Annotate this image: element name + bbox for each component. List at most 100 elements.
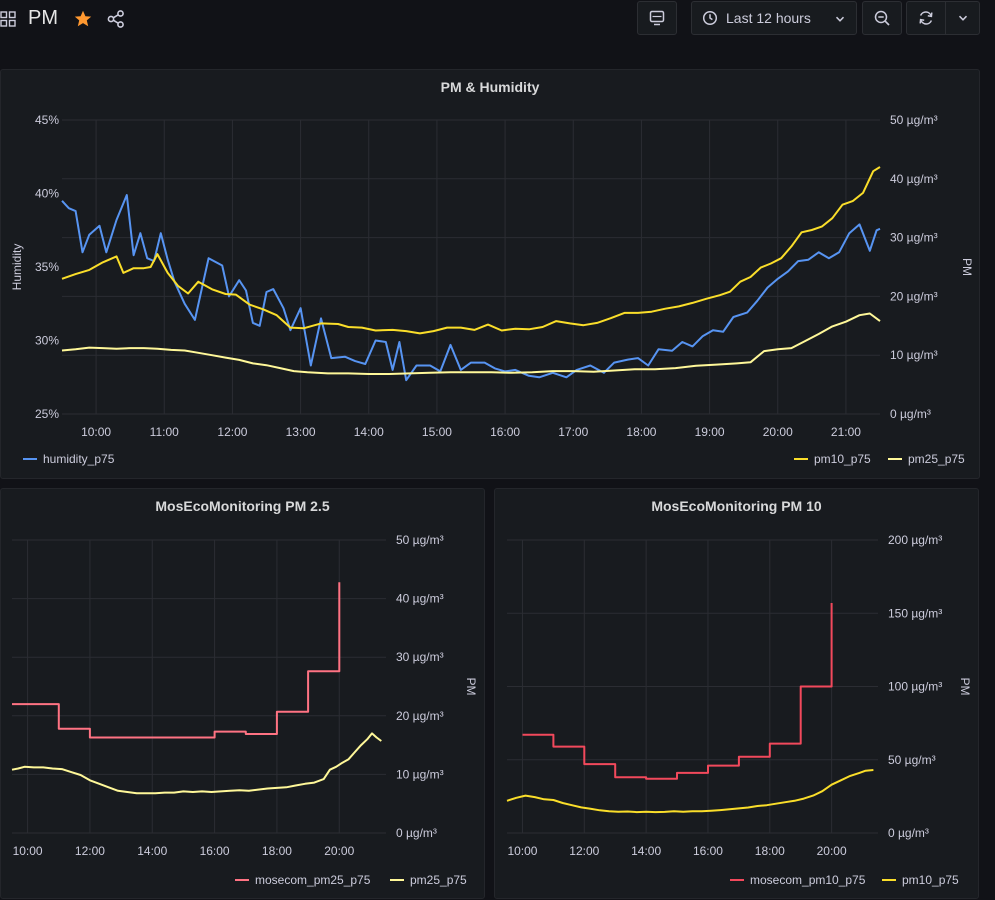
y-right-tick-label: 10 µg/m³ [396, 767, 444, 781]
legend-swatch [730, 879, 744, 881]
x-tick-label: 12:00 [217, 425, 247, 439]
y-right-tick-label: 50 µg/m³ [396, 533, 444, 547]
x-tick-label: 20:00 [763, 425, 793, 439]
x-tick-label: 14:00 [354, 425, 384, 439]
legend-item-mosecom-pm25[interactable]: mosecom_pm25_p75 [235, 873, 370, 887]
y-right-tick-label: 10 µg/m³ [890, 348, 938, 362]
panel-pm-humidity: PM & Humidity 10:00 11:00 12:00 13:00 14:00 1… [0, 69, 980, 479]
y-right-tick-label: 50 µg/m³ [888, 753, 936, 767]
x-tick-label: 16:00 [693, 844, 723, 858]
y-right-tick-label: 50 µg/m³ [890, 113, 938, 127]
y-left-tick-label: 40% [35, 187, 59, 201]
x-tick-label: 19:00 [695, 425, 725, 439]
zoom-out-icon [874, 10, 890, 26]
time-range-picker[interactable]: Last 12 hours [691, 1, 857, 35]
panel-title[interactable]: MosEcoMonitoring PM 2.5 [155, 498, 330, 514]
y-right-tick-label: 200 µg/m³ [888, 533, 942, 547]
y-right-tick-label: 0 µg/m³ [888, 826, 929, 840]
pm10-chart[interactable]: 10:00 12:00 14:00 16:00 18:00 20:00 200 µg/m³ 1… [495, 489, 980, 900]
legend-label: mosecom_pm25_p75 [255, 873, 371, 887]
y-right-tick-label: 0 µg/m³ [890, 407, 931, 421]
legend-swatch [23, 458, 37, 460]
x-tick-label: 11:00 [150, 425, 179, 439]
x-tick-label: 20:00 [817, 844, 847, 858]
legend-swatch [882, 879, 896, 881]
x-tick-label: 14:00 [137, 844, 167, 858]
x-tick-label: 18:00 [755, 844, 785, 858]
legend-item-pm10[interactable]: pm10_p75 [794, 452, 871, 466]
legend-label: pm10_p75 [902, 873, 959, 887]
series-line-pm25_p75 [61, 312, 881, 375]
series-line-pm10_p75 [506, 769, 874, 814]
y-right-tick-label: 0 µg/m³ [396, 826, 437, 840]
series-line-pm10_p75 [61, 166, 881, 335]
series-line-mosecom_pm25_p75 [12, 582, 341, 739]
x-tick-label: 12:00 [569, 844, 599, 858]
chevron-down-icon [835, 16, 845, 22]
x-tick-label: 18:00 [262, 844, 292, 858]
y-right-tick-label: 40 µg/m³ [396, 592, 444, 606]
time-range-label: Last 12 hours [726, 10, 811, 26]
pm-humidity-chart[interactable]: 10:00 11:00 12:00 13:00 14:00 15:00 16:00 17:00… [1, 70, 981, 480]
legend-swatch [390, 879, 404, 881]
y-right-axis-label: PM [464, 678, 478, 696]
refresh-button[interactable] [906, 1, 946, 35]
y-left-tick-label: 45% [35, 113, 59, 127]
y-left-tick-label: 35% [35, 260, 59, 274]
x-tick-label: 16:00 [200, 844, 230, 858]
x-tick-label: 16:00 [490, 425, 520, 439]
zoom-out-button[interactable] [862, 1, 902, 35]
y-right-tick-label: 30 µg/m³ [396, 650, 444, 664]
x-tick-label: 20:00 [324, 844, 354, 858]
tv-mode-icon [649, 10, 665, 26]
panel-title[interactable]: MosEcoMonitoring PM 10 [651, 498, 822, 514]
x-tick-label: 10:00 [507, 844, 537, 858]
series-line-humidity_p75 [61, 194, 881, 382]
legend-label: mosecom_pm10_p75 [750, 873, 866, 887]
y-right-tick-label: 40 µg/m³ [890, 172, 938, 186]
y-right-tick-label: 20 µg/m³ [396, 709, 444, 723]
dashboard-grid-icon[interactable] [0, 11, 16, 27]
chevron-down-icon [958, 15, 967, 21]
x-tick-label: 17:00 [558, 425, 588, 439]
top-bar: PM Last 12 hours [0, 0, 995, 40]
share-icon[interactable] [106, 9, 126, 29]
y-right-tick-label: 30 µg/m³ [890, 231, 938, 245]
legend-item-pm25[interactable]: pm25_p75 [888, 452, 965, 466]
pm25-chart[interactable]: 10:00 12:00 14:00 16:00 18:00 20:00 50 µg/m³ 40… [1, 489, 486, 900]
legend-item-pm10[interactable]: pm10_p75 [882, 873, 959, 887]
legend-swatch [235, 879, 249, 881]
x-tick-label: 10:00 [13, 844, 43, 858]
refresh-interval-dropdown[interactable] [945, 1, 980, 35]
legend-label: pm10_p75 [814, 452, 871, 466]
x-tick-label: 18:00 [626, 425, 656, 439]
tv-mode-button[interactable] [637, 1, 677, 35]
y-left-tick-label: 30% [35, 334, 59, 348]
x-tick-label: 12:00 [75, 844, 105, 858]
y-right-axis-label: PM [960, 258, 974, 276]
series-line-mosecom_pm10_p75 [522, 603, 833, 780]
x-tick-label: 13:00 [286, 425, 316, 439]
y-left-tick-label: 25% [35, 407, 59, 421]
dashboard-title[interactable]: PM [28, 7, 58, 29]
star-icon[interactable] [73, 9, 93, 29]
clock-icon [702, 10, 718, 26]
panel-mosecom-pm25: MosEcoMonitoring PM 2.5 10:00 12:00 14:00 1… [0, 488, 485, 899]
legend-item-humidity[interactable]: humidity_p75 [23, 452, 114, 466]
refresh-icon [919, 11, 933, 25]
y-right-tick-label: 20 µg/m³ [890, 289, 938, 303]
series-line-pm25_p75 [11, 732, 382, 795]
x-tick-label: 14:00 [631, 844, 661, 858]
legend-label: pm25_p75 [410, 873, 467, 887]
legend-swatch [794, 458, 808, 460]
x-tick-label: 15:00 [422, 425, 452, 439]
y-right-tick-label: 150 µg/m³ [888, 606, 942, 620]
y-right-axis-label: PM [958, 678, 972, 696]
legend-item-mosecom-pm10[interactable]: mosecom_pm10_p75 [730, 873, 865, 887]
y-right-tick-label: 100 µg/m³ [888, 680, 942, 694]
panel-title[interactable]: PM & Humidity [440, 79, 540, 95]
x-tick-label: 21:00 [831, 425, 861, 439]
legend-item-pm25[interactable]: pm25_p75 [390, 873, 467, 887]
x-tick-label: 10:00 [81, 425, 111, 439]
legend-label: pm25_p75 [908, 452, 965, 466]
